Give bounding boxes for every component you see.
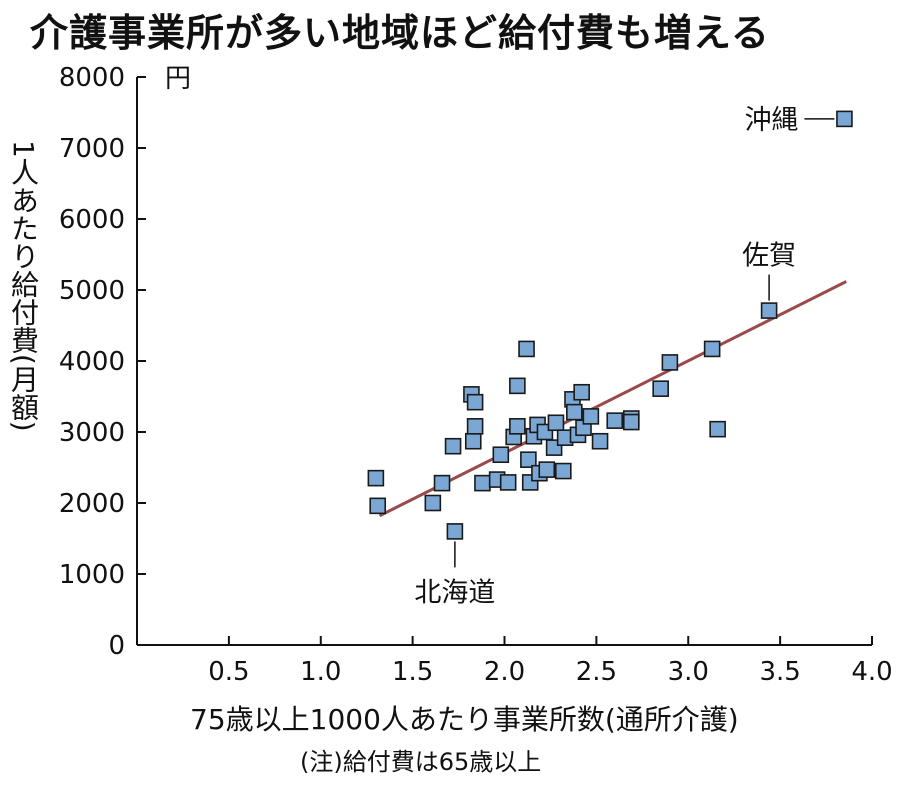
- x-tick-label: 4.0: [851, 657, 892, 687]
- data-point: [492, 446, 510, 464]
- y-tick-label: 7000: [59, 134, 125, 164]
- data-point: [582, 408, 600, 425]
- data-point: [836, 110, 853, 128]
- x-tick-label: 0.5: [208, 657, 249, 687]
- y-tick-label: 1000: [59, 560, 125, 590]
- trendline: [378, 280, 847, 518]
- data-point: [573, 383, 590, 401]
- y-tick-label: 8000: [59, 63, 125, 93]
- data-point: [566, 403, 583, 421]
- annotation-okinawa: 沖縄: [744, 105, 798, 136]
- data-point: [509, 377, 526, 395]
- data-points: [367, 110, 853, 540]
- x-tick-label: 1.5: [392, 657, 433, 687]
- data-point: [703, 340, 721, 358]
- data-point: [424, 494, 442, 512]
- data-point: [554, 462, 572, 480]
- data-point: [369, 497, 387, 515]
- y-tick-label: 3000: [59, 418, 125, 448]
- data-point: [444, 437, 462, 455]
- annotation-hokkaido: 北海道: [414, 577, 495, 608]
- x-tick-label: 2.5: [576, 657, 617, 687]
- y-tick-label: 6000: [59, 205, 125, 235]
- data-point: [606, 412, 624, 429]
- chart-note: (注)給付費は65歳以上: [300, 748, 542, 776]
- annotation-saga: 佐賀: [742, 241, 796, 272]
- y-tick-label: 2000: [59, 489, 125, 519]
- data-point: [520, 451, 537, 468]
- x-axis-label: 75歳以上1000人あたり事業所数(通所介護): [190, 703, 739, 736]
- data-point: [709, 420, 726, 438]
- x-tick-label: 3.5: [759, 657, 800, 687]
- data-point: [367, 469, 385, 487]
- data-point: [499, 474, 517, 491]
- axes: 0 1000 2000 3000 4000 5000 6000 7000 8000 円 0.5 1.0…: [59, 63, 893, 687]
- trendline-group: [378, 280, 847, 518]
- data-point: [661, 354, 679, 371]
- data-point: [760, 302, 778, 319]
- data-point: [446, 523, 464, 540]
- chart-title: 介護事業所が多い地域ほど給付費も増える: [30, 11, 770, 55]
- y-tick-label: 5000: [59, 276, 125, 306]
- data-point: [464, 432, 482, 450]
- data-point: [518, 340, 535, 358]
- data-point: [622, 413, 640, 431]
- data-point: [433, 474, 451, 492]
- data-point: [538, 461, 556, 478]
- data-point: [466, 418, 484, 435]
- data-point: [474, 474, 491, 492]
- x-tick-label: 2.0: [484, 657, 525, 687]
- y-tick-label: 0: [108, 631, 125, 661]
- data-point: [591, 432, 609, 450]
- data-point: [509, 418, 526, 435]
- y-unit-label: 円: [165, 64, 191, 94]
- y-axis-label: 1人あたり給付費(月額): [7, 140, 40, 432]
- y-tick-label: 4000: [59, 347, 125, 377]
- data-point: [466, 393, 484, 411]
- data-point: [652, 380, 669, 397]
- data-point: [547, 414, 565, 432]
- x-tick-label: 3.0: [668, 657, 709, 687]
- x-tick-label: 1.0: [300, 657, 341, 687]
